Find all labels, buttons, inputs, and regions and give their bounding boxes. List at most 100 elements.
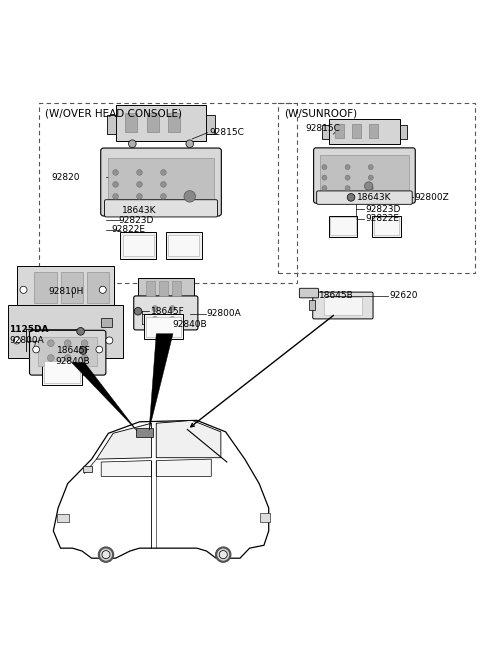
Bar bbox=[100, 318, 111, 327]
Bar bbox=[352, 124, 361, 138]
Text: 92800Z: 92800Z bbox=[414, 193, 449, 202]
Bar bbox=[168, 235, 199, 256]
Circle shape bbox=[160, 182, 166, 188]
Circle shape bbox=[113, 194, 119, 199]
Circle shape bbox=[79, 346, 87, 354]
FancyBboxPatch shape bbox=[300, 288, 319, 298]
Bar bbox=[260, 513, 270, 522]
Circle shape bbox=[137, 170, 143, 175]
Text: 18645F: 18645F bbox=[151, 307, 184, 316]
Bar bbox=[330, 217, 356, 235]
Text: 92820: 92820 bbox=[51, 173, 80, 182]
Bar bbox=[107, 115, 116, 134]
Bar bbox=[159, 281, 168, 296]
Text: 92823D: 92823D bbox=[119, 216, 154, 225]
Circle shape bbox=[219, 550, 227, 559]
FancyBboxPatch shape bbox=[105, 199, 217, 217]
Bar bbox=[369, 124, 378, 138]
Circle shape bbox=[322, 165, 327, 170]
Bar bbox=[44, 361, 80, 383]
Text: 18645F: 18645F bbox=[57, 346, 91, 356]
Circle shape bbox=[169, 306, 175, 312]
Text: 92800A: 92800A bbox=[9, 337, 44, 346]
Bar bbox=[17, 266, 114, 310]
Circle shape bbox=[368, 165, 373, 170]
Text: 92822E: 92822E bbox=[365, 215, 399, 224]
Circle shape bbox=[186, 140, 193, 148]
Text: 1125DA: 1125DA bbox=[9, 325, 49, 334]
Polygon shape bbox=[101, 461, 152, 476]
Bar bbox=[320, 155, 408, 194]
Circle shape bbox=[20, 286, 27, 293]
Circle shape bbox=[152, 306, 158, 312]
Circle shape bbox=[364, 182, 373, 190]
Circle shape bbox=[106, 337, 113, 344]
Text: 92822E: 92822E bbox=[112, 226, 146, 234]
Bar bbox=[278, 103, 475, 273]
Circle shape bbox=[134, 308, 142, 315]
Bar bbox=[144, 314, 183, 339]
FancyBboxPatch shape bbox=[317, 191, 412, 204]
Bar bbox=[125, 113, 137, 132]
Circle shape bbox=[129, 140, 136, 148]
Circle shape bbox=[48, 355, 54, 361]
Text: 92800A: 92800A bbox=[206, 309, 241, 318]
Circle shape bbox=[152, 316, 158, 322]
Bar bbox=[8, 305, 122, 358]
Bar bbox=[374, 217, 399, 235]
Bar bbox=[146, 281, 155, 296]
Polygon shape bbox=[156, 420, 221, 458]
Circle shape bbox=[160, 170, 166, 175]
Bar bbox=[136, 428, 153, 437]
FancyBboxPatch shape bbox=[29, 331, 106, 375]
Circle shape bbox=[368, 175, 373, 180]
Circle shape bbox=[13, 337, 20, 344]
Bar bbox=[172, 281, 181, 296]
Bar bbox=[329, 119, 400, 144]
Circle shape bbox=[345, 165, 350, 170]
Text: 18645B: 18645B bbox=[319, 291, 354, 300]
Circle shape bbox=[137, 182, 143, 188]
Polygon shape bbox=[149, 334, 173, 430]
Circle shape bbox=[322, 186, 327, 191]
Bar bbox=[147, 113, 158, 132]
Bar bbox=[108, 158, 214, 203]
Circle shape bbox=[81, 340, 88, 346]
Circle shape bbox=[77, 327, 84, 335]
FancyBboxPatch shape bbox=[313, 148, 415, 203]
Bar bbox=[206, 115, 215, 134]
Bar bbox=[324, 297, 362, 315]
Bar bbox=[329, 216, 357, 237]
Circle shape bbox=[81, 355, 88, 361]
FancyBboxPatch shape bbox=[313, 292, 373, 319]
Text: (W/SUNROOF): (W/SUNROOF) bbox=[284, 109, 357, 119]
Bar bbox=[372, 216, 401, 237]
Bar bbox=[38, 337, 97, 367]
Polygon shape bbox=[72, 363, 137, 431]
Bar bbox=[123, 235, 154, 256]
Circle shape bbox=[64, 340, 71, 346]
Text: 92815C: 92815C bbox=[305, 124, 340, 133]
Bar bbox=[39, 103, 298, 283]
Circle shape bbox=[345, 175, 350, 180]
Bar bbox=[57, 514, 69, 522]
Circle shape bbox=[216, 548, 230, 562]
Text: 92620: 92620 bbox=[390, 291, 418, 300]
Bar bbox=[116, 106, 206, 141]
Circle shape bbox=[48, 340, 54, 346]
Text: (W/OVER HEAD CONSOLE): (W/OVER HEAD CONSOLE) bbox=[45, 109, 182, 119]
Text: 92840B: 92840B bbox=[172, 319, 207, 329]
Text: 92810H: 92810H bbox=[48, 287, 84, 296]
Text: 18643K: 18643K bbox=[357, 193, 391, 202]
Bar bbox=[335, 124, 344, 138]
Circle shape bbox=[96, 346, 103, 353]
Bar bbox=[146, 316, 180, 337]
Circle shape bbox=[347, 194, 355, 201]
Bar bbox=[168, 113, 180, 132]
Circle shape bbox=[33, 346, 39, 353]
FancyBboxPatch shape bbox=[101, 148, 221, 216]
Bar bbox=[138, 278, 194, 298]
Bar bbox=[42, 359, 82, 385]
Circle shape bbox=[368, 186, 373, 191]
Bar bbox=[166, 232, 202, 258]
